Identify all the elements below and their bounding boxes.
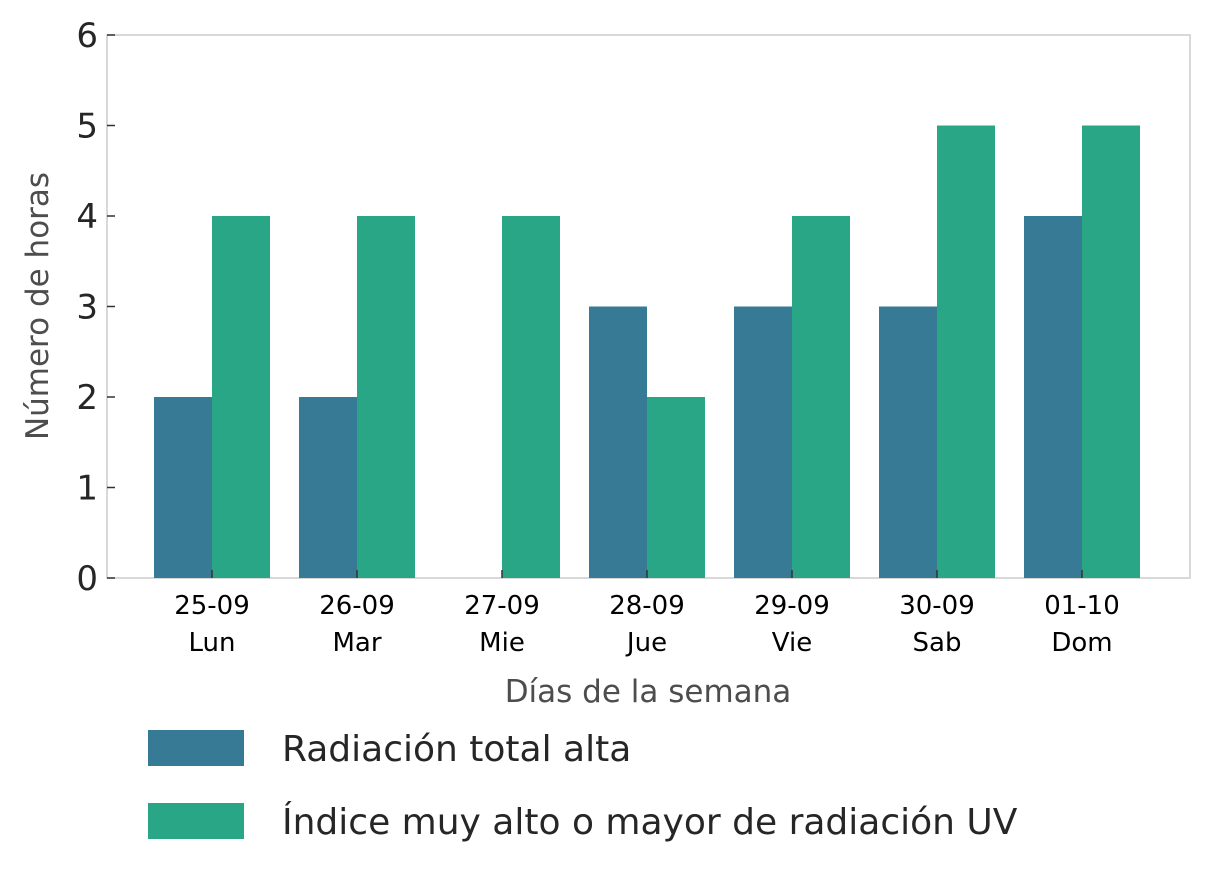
legend: Radiación total alta Índice muy alto o ma… xyxy=(148,729,1018,843)
x-tick-label-day: Lun xyxy=(189,628,236,658)
x-tick-label-day: Mie xyxy=(479,628,525,658)
y-tick-label: 2 xyxy=(76,378,98,418)
legend-label-1: Índice muy alto o mayor de radiación UV xyxy=(282,801,1018,843)
x-tick-label-date: 28-09 xyxy=(609,591,685,621)
bar-indice-uv-3 xyxy=(647,397,705,578)
x-axis-ticks: 25-09 Lun 26-09 Mar 27-09 Mie 28-09 Jue 29-09 Vie… xyxy=(174,570,1120,658)
y-axis-ticks: 0 1 2 3 4 5 6 xyxy=(76,16,115,599)
bar-radiacion-total-5 xyxy=(879,306,937,578)
x-tick-label-day: Mar xyxy=(332,628,381,658)
bar-radiacion-total-3 xyxy=(589,306,647,578)
x-tick-label-date: 26-09 xyxy=(319,591,395,621)
y-tick-label: 6 xyxy=(76,16,98,56)
legend-label-0: Radiación total alta xyxy=(282,729,631,770)
y-tick-label: 1 xyxy=(76,469,98,509)
bar-radiacion-total-4 xyxy=(734,306,792,578)
x-tick-label-date: 25-09 xyxy=(174,591,250,621)
y-tick-label: 3 xyxy=(76,288,98,328)
x-tick-label-date: 27-09 xyxy=(464,591,540,621)
x-tick-label-day: Jue xyxy=(625,628,667,658)
x-axis-title: Días de la semana xyxy=(505,674,792,710)
bar-radiacion-total-0 xyxy=(154,397,212,578)
bar-indice-uv-2 xyxy=(502,216,560,578)
y-tick-label: 4 xyxy=(76,197,98,237)
y-tick-label: 0 xyxy=(76,559,98,599)
x-tick-label-day: Dom xyxy=(1051,628,1112,658)
x-tick-label-date: 01-10 xyxy=(1044,591,1120,621)
x-tick-label-day: Vie xyxy=(772,628,812,658)
y-axis-title: Número de horas xyxy=(20,172,56,440)
legend-swatch-1 xyxy=(148,803,244,839)
legend-swatch-0 xyxy=(148,730,244,766)
bar-radiacion-total-1 xyxy=(299,397,357,578)
bar-indice-uv-6 xyxy=(1082,125,1140,578)
bar-indice-uv-0 xyxy=(212,216,270,578)
y-tick-label: 5 xyxy=(76,107,98,147)
x-tick-label-day: Sab xyxy=(913,628,962,658)
x-tick-label-date: 29-09 xyxy=(754,591,830,621)
x-tick-label-date: 30-09 xyxy=(899,591,975,621)
bar-indice-uv-5 xyxy=(937,125,995,578)
bar-indice-uv-4 xyxy=(792,216,850,578)
bar-radiacion-total-6 xyxy=(1024,216,1082,578)
bars-group xyxy=(154,125,1140,578)
bar-indice-uv-1 xyxy=(357,216,415,578)
